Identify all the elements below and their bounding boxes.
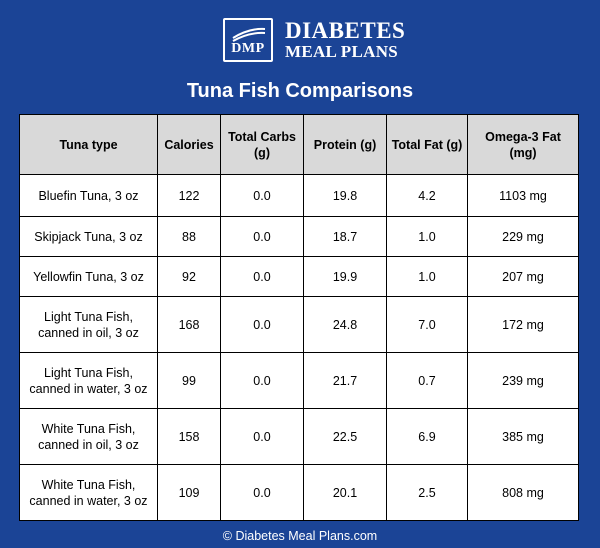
cell-calories: 92 bbox=[157, 256, 221, 297]
cell-omega3: 229 mg bbox=[467, 216, 579, 257]
cell-omega3: 1103 mg bbox=[467, 174, 579, 217]
cell-total-fat: 1.0 bbox=[386, 256, 468, 297]
cell-total-carbs: 0.0 bbox=[220, 256, 304, 297]
cell-tuna-type: Bluefin Tuna, 3 oz bbox=[19, 174, 158, 217]
cell-total-fat: 4.2 bbox=[386, 174, 468, 217]
cell-protein: 24.8 bbox=[303, 296, 387, 353]
cell-total-fat: 7.0 bbox=[386, 296, 468, 353]
header-tuna-type: Tuna type bbox=[19, 114, 158, 175]
cell-omega3: 207 mg bbox=[467, 256, 579, 297]
table-row: Bluefin Tuna, 3 oz 122 0.0 19.8 4.2 1103… bbox=[19, 174, 579, 217]
header-omega3: Omega-3 Fat (mg) bbox=[467, 114, 579, 175]
comparison-table: Tuna type Calories Total Carbs (g) Prote… bbox=[19, 114, 579, 521]
cell-protein: 20.1 bbox=[303, 464, 387, 521]
table-row: Light Tuna Fish, canned in oil, 3 oz 168… bbox=[19, 296, 579, 353]
page-title: Tuna Fish Comparisons bbox=[186, 80, 414, 102]
cell-tuna-type: Light Tuna Fish, canned in water, 3 oz bbox=[19, 352, 158, 409]
cell-total-fat: 0.7 bbox=[386, 352, 468, 409]
header-protein: Protein (g) bbox=[303, 114, 387, 175]
cell-protein: 21.7 bbox=[303, 352, 387, 409]
cell-protein: 22.5 bbox=[303, 408, 387, 465]
cell-total-fat: 1.0 bbox=[386, 216, 468, 257]
cell-calories: 158 bbox=[157, 408, 221, 465]
cell-calories: 109 bbox=[157, 464, 221, 521]
cell-protein: 18.7 bbox=[303, 216, 387, 257]
cell-calories: 122 bbox=[157, 174, 221, 217]
cell-omega3: 239 mg bbox=[467, 352, 579, 409]
cell-tuna-type: White Tuna Fish, canned in water, 3 oz bbox=[19, 464, 158, 521]
dmp-logo-icon: DMP bbox=[223, 18, 273, 62]
brand-line2: MEAL PLANS bbox=[285, 42, 399, 61]
cell-protein: 19.8 bbox=[303, 174, 387, 217]
cell-total-carbs: 0.0 bbox=[220, 464, 304, 521]
table-row: Skipjack Tuna, 3 oz 88 0.0 18.7 1.0 229 … bbox=[19, 216, 579, 257]
cell-total-carbs: 0.0 bbox=[220, 408, 304, 465]
brand-logo: DMP DIABETES MEAL PLANS bbox=[223, 18, 405, 62]
cell-omega3: 172 mg bbox=[467, 296, 579, 353]
cell-tuna-type: White Tuna Fish, canned in oil, 3 oz bbox=[19, 408, 158, 465]
cell-total-carbs: 0.0 bbox=[220, 216, 304, 257]
table-row: White Tuna Fish, canned in oil, 3 oz 158… bbox=[19, 408, 579, 465]
table-header-row: Tuna type Calories Total Carbs (g) Prote… bbox=[19, 114, 579, 175]
brand-line1: DIABETES bbox=[285, 18, 406, 43]
logo-abbr: DMP bbox=[231, 41, 265, 56]
cell-calories: 99 bbox=[157, 352, 221, 409]
table-row: White Tuna Fish, canned in water, 3 oz 1… bbox=[19, 464, 579, 521]
cell-protein: 19.9 bbox=[303, 256, 387, 297]
copyright-footer: © Diabetes Meal Plans.com bbox=[222, 529, 378, 543]
table-row: Light Tuna Fish, canned in water, 3 oz 9… bbox=[19, 352, 579, 409]
cell-total-carbs: 0.0 bbox=[220, 296, 304, 353]
cell-calories: 88 bbox=[157, 216, 221, 257]
cell-total-fat: 6.9 bbox=[386, 408, 468, 465]
cell-total-carbs: 0.0 bbox=[220, 352, 304, 409]
cell-tuna-type: Yellowfin Tuna, 3 oz bbox=[19, 256, 158, 297]
cell-omega3: 385 mg bbox=[467, 408, 579, 465]
header-total-carbs: Total Carbs (g) bbox=[220, 114, 304, 175]
cell-tuna-type: Light Tuna Fish, canned in oil, 3 oz bbox=[19, 296, 158, 353]
table-row: Yellowfin Tuna, 3 oz 92 0.0 19.9 1.0 207… bbox=[19, 256, 579, 297]
cell-omega3: 808 mg bbox=[467, 464, 579, 521]
header-total-fat: Total Fat (g) bbox=[386, 114, 468, 175]
brand-name: DIABETES MEAL PLANS bbox=[285, 19, 405, 61]
cell-calories: 168 bbox=[157, 296, 221, 353]
cell-total-carbs: 0.0 bbox=[220, 174, 304, 217]
header-calories: Calories bbox=[157, 114, 221, 175]
cell-tuna-type: Skipjack Tuna, 3 oz bbox=[19, 216, 158, 257]
cell-total-fat: 2.5 bbox=[386, 464, 468, 521]
